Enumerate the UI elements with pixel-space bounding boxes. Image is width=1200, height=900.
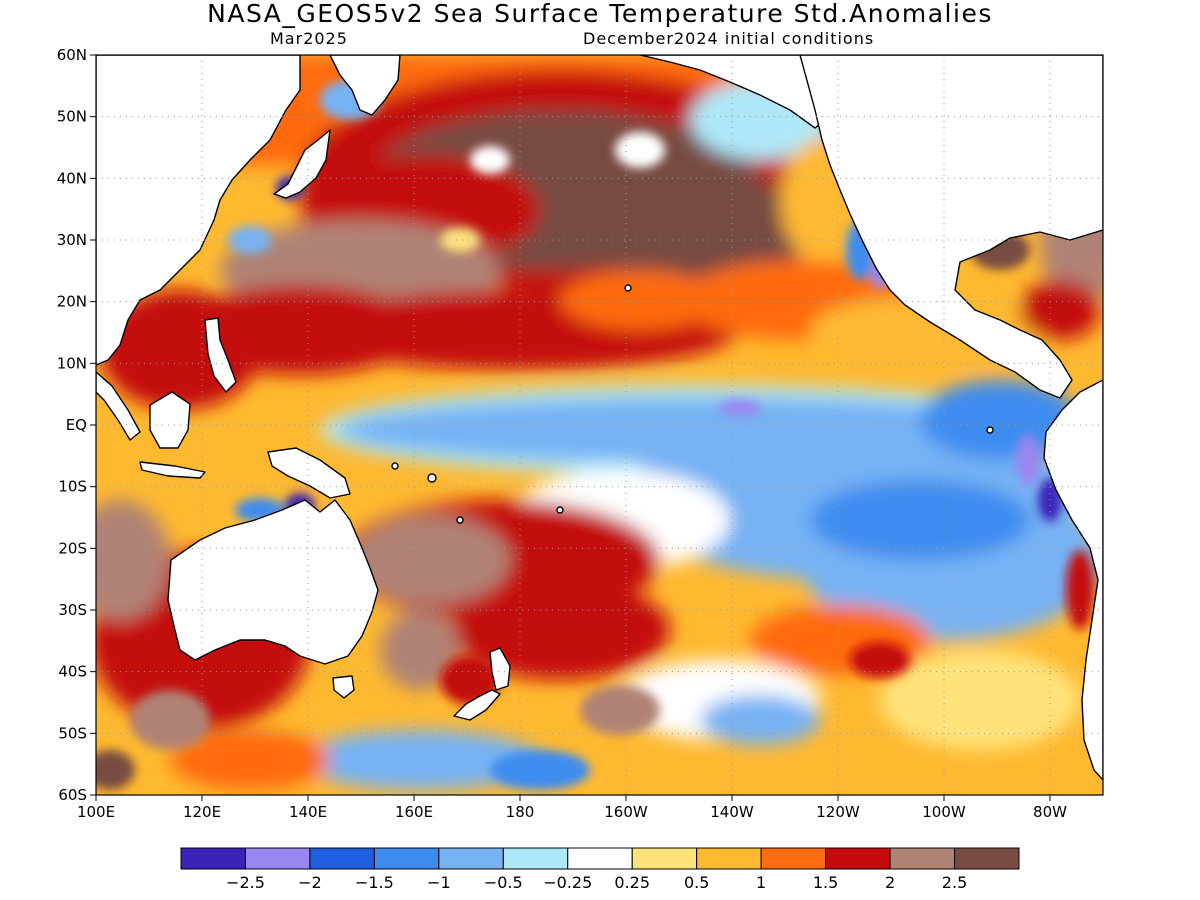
asia-mainland	[96, 55, 301, 366]
colorbar-swatch	[696, 847, 762, 870]
lat-tick-label: 10N	[57, 354, 87, 372]
map-title: NASA_GEOS5v2 Sea Surface Temperature Std…	[207, 0, 993, 28]
lon-tick-label: 140W	[710, 803, 754, 821]
colorbar-swatch	[567, 847, 633, 870]
kamchatka-land	[329, 55, 401, 116]
island	[986, 426, 994, 434]
lon-tick-label: 100E	[77, 803, 115, 821]
sumatra-land	[96, 371, 141, 441]
lon-tick-label: 160E	[395, 803, 433, 821]
colorbar-swatch	[825, 847, 891, 870]
lat-tick-label: 20S	[58, 539, 87, 557]
philippines-land	[204, 317, 237, 393]
lat-tick-label: 30S	[58, 601, 87, 619]
new-guinea-land	[267, 447, 351, 499]
colorbar-swatch	[760, 847, 827, 870]
anomaly-blobs-small	[96, 65, 1094, 790]
colorbar-label: 2.5	[942, 873, 967, 892]
lon-tick-label: 140E	[289, 803, 327, 821]
australia-land	[167, 499, 379, 665]
lon-tick-label: 100W	[922, 803, 966, 821]
lon-tick-label: 120E	[183, 803, 221, 821]
colorbar-label: 1.5	[813, 873, 838, 892]
lon-tick-label: 120W	[816, 803, 860, 821]
lat-tick-label: EQ	[66, 416, 87, 434]
lon-tick-label: 180	[506, 803, 535, 821]
island	[456, 516, 464, 524]
colorbar-swatch	[373, 847, 440, 870]
colorbar-swatch	[954, 847, 1020, 870]
colorbar-swatch	[889, 847, 956, 870]
colorbar-label: −0.5	[484, 873, 523, 892]
anomaly-field	[96, 55, 1103, 795]
island	[556, 506, 564, 514]
colorbar-label: −2.5	[226, 873, 265, 892]
lon-tick-label: 80W	[1033, 803, 1067, 821]
colorbar-swatch	[438, 847, 504, 870]
colorbar-label: 0.5	[684, 873, 709, 892]
lat-tick-label: 30N	[57, 231, 87, 249]
island	[624, 284, 632, 292]
colorbar-label: −0.25	[543, 873, 592, 892]
island	[391, 462, 399, 470]
tasmania-land	[332, 675, 355, 699]
colorbar-label: 0.25	[614, 873, 650, 892]
colorbar-label: −2	[298, 873, 322, 892]
colorbar-swatch	[244, 847, 311, 870]
colorbar-label: −1	[427, 873, 451, 892]
north-america-land	[799, 55, 1103, 399]
south-america-land	[1043, 379, 1103, 781]
anomaly-blobs-large	[96, 55, 1103, 790]
colorbar-swatch	[631, 847, 698, 870]
colorbar-swatch	[502, 847, 569, 870]
colorbar-swatch	[180, 847, 246, 870]
lat-tick-label: 50N	[57, 108, 87, 126]
initial-conditions-label: December2024 initial conditions	[583, 29, 875, 48]
colorbar-label: 2	[885, 873, 895, 892]
lat-tick-label: 60S	[58, 786, 87, 804]
lat-tick-label: 50S	[58, 724, 87, 742]
lon-tick-label: 160W	[604, 803, 648, 821]
japan-land	[273, 129, 331, 199]
lat-tick-label: 20N	[57, 293, 87, 311]
colorbar-label: 1	[756, 873, 766, 892]
lat-tick-label: 40N	[57, 169, 87, 187]
lat-tick-label: 60N	[57, 46, 87, 64]
lat-tick-label: 40S	[58, 663, 87, 681]
lat-tick-label: 10S	[58, 478, 87, 496]
colorbar: −2.5 −2 −1.5 −1 −0.5 −0.25 0.25 0.5 1 1.5 2 2.5	[180, 847, 1020, 892]
forecast-month-label: Mar2025	[270, 29, 348, 48]
borneo-land	[149, 391, 191, 449]
java-land	[139, 461, 206, 479]
island	[427, 473, 437, 483]
map-axes: 60N50N40N30N20N10NEQ10S20S30S40S50S60S10…	[57, 46, 1067, 821]
colorbar-label: −1.5	[355, 873, 394, 892]
colorbar-swatch	[309, 847, 375, 870]
land-masses	[96, 55, 1103, 781]
new-zealand-south-island	[453, 689, 501, 721]
